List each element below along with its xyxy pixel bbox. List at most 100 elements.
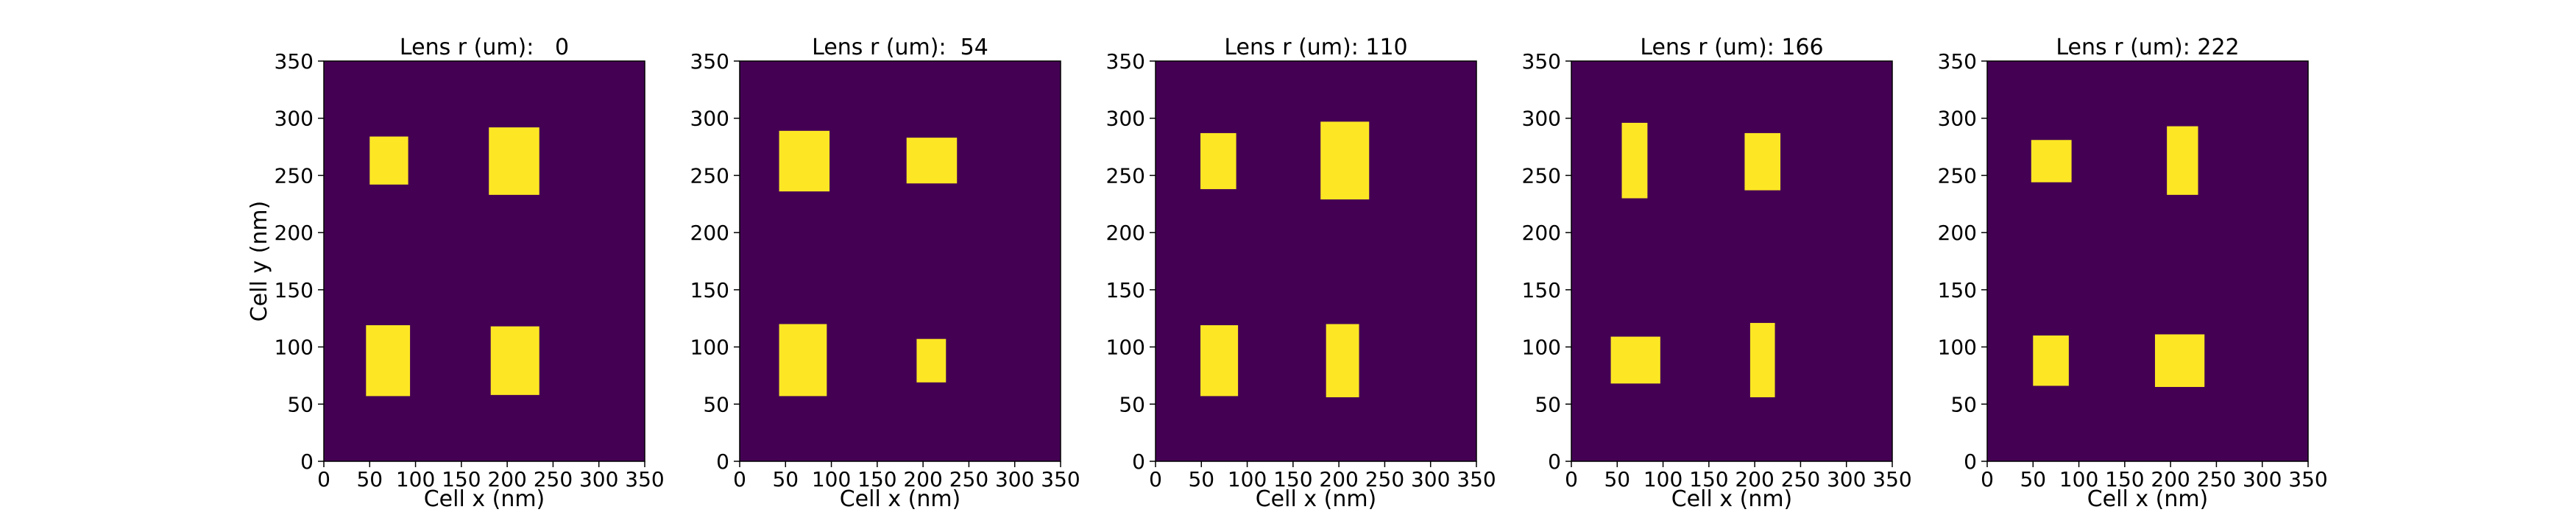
x-tick-label: 50: [356, 467, 383, 491]
feature-rect-2: [489, 127, 539, 195]
heatmap-background: [740, 61, 1061, 461]
y-tick-label: 50: [1119, 392, 1145, 416]
y-tick-label: 300: [1106, 107, 1145, 131]
x-tick-label: 150: [2105, 467, 2144, 491]
feature-rect-4: [916, 338, 946, 383]
y-tick-label: 50: [703, 392, 729, 416]
y-tick-label: 100: [1522, 335, 1561, 360]
x-tick-label: 200: [1319, 467, 1358, 491]
y-tick-label: 0: [300, 450, 314, 474]
x-tick-label: 350: [1041, 467, 1080, 491]
feature-rect-3: [1200, 325, 1239, 397]
x-tick-label: 0: [1565, 467, 1578, 491]
y-tick-label: 300: [690, 107, 729, 131]
feature-rect-3: [1610, 336, 1660, 384]
panel-title: Lens r (um): 110: [1224, 35, 1407, 60]
x-tick-label: 250: [1781, 467, 1820, 491]
x-tick-label: 50: [772, 467, 799, 491]
x-axis-label: Cell x (nm): [840, 486, 961, 512]
feature-rect-2: [906, 138, 958, 184]
feature-rect-1: [1200, 132, 1236, 190]
x-tick-label: 150: [857, 467, 896, 491]
y-tick-label: 50: [1950, 392, 1977, 416]
y-tick-label: 0: [716, 450, 729, 474]
y-tick-label: 250: [690, 163, 729, 188]
feature-rect-4: [2154, 334, 2205, 387]
x-tick-label: 150: [442, 467, 481, 491]
panel-title: Lens r (um): 54: [812, 35, 988, 60]
y-axis-label: Cell y (nm): [247, 201, 272, 322]
panel-title: Lens r (um): 166: [1640, 35, 1823, 60]
x-tick-label: 150: [1273, 467, 1312, 491]
x-tick-label: 0: [1149, 467, 1162, 491]
x-tick-label: 50: [2020, 467, 2046, 491]
y-tick-label: 150: [1106, 278, 1145, 302]
y-tick-label: 350: [275, 49, 314, 74]
y-tick-label: 150: [690, 278, 729, 302]
x-axis-label: Cell x (nm): [424, 486, 545, 512]
feature-rect-3: [366, 325, 411, 397]
panel-1: 0 50 100 150 200 250 300 3500501001502002503003…: [247, 35, 665, 512]
x-tick-label: 100: [396, 467, 435, 491]
axes-frame: [1986, 60, 2309, 462]
feature-rect-2: [2167, 126, 2198, 195]
axes-frame: [323, 60, 645, 462]
y-tick-label: 350: [1938, 49, 1977, 74]
x-tick-label: 300: [2243, 467, 2282, 491]
y-tick-label: 50: [1535, 392, 1561, 416]
x-tick-label: 300: [1827, 467, 1866, 491]
x-tick-label: 100: [2059, 467, 2098, 491]
y-tick-label: 150: [1522, 278, 1561, 302]
y-tick-label: 0: [1548, 450, 1561, 474]
x-axis-label: Cell x (nm): [1256, 486, 1377, 512]
axes-frame: [1155, 60, 1477, 462]
panel-4: 0 50 100 150 200 250 300 3500501001502002503003…: [1522, 35, 1912, 512]
x-tick-label: 300: [995, 467, 1034, 491]
y-tick-label: 150: [275, 278, 314, 302]
y-tick-label: 350: [1106, 49, 1145, 74]
y-tick-label: 250: [1106, 163, 1145, 188]
x-tick-label: 50: [1188, 467, 1214, 491]
panel-3: 0 50 100 150 200 250 300 3500501001502002503003…: [1106, 35, 1496, 512]
feature-rect-1: [1621, 122, 1648, 199]
y-tick-label: 350: [1522, 49, 1561, 74]
panel-5: 0 50 100 150 200 250 300 3500501001502002503003…: [1938, 35, 2328, 512]
x-tick-label: 300: [1411, 467, 1450, 491]
x-tick-label: 250: [2197, 467, 2236, 491]
x-axis-label: Cell x (nm): [2087, 486, 2209, 512]
x-tick-label: 350: [1457, 467, 1496, 491]
heatmap-background: [1987, 61, 2308, 461]
heatmap-background: [324, 61, 645, 461]
x-tick-label: 0: [1981, 467, 1994, 491]
axes-frame: [739, 60, 1061, 462]
y-tick-label: 100: [275, 335, 314, 360]
y-tick-label: 250: [275, 163, 314, 188]
x-tick-label: 200: [903, 467, 942, 491]
feature-rect-4: [490, 326, 539, 395]
feature-rect-1: [779, 130, 830, 192]
y-tick-label: 250: [1938, 163, 1977, 188]
y-tick-label: 0: [1964, 450, 1977, 474]
x-tick-label: 50: [1604, 467, 1630, 491]
y-tick-label: 100: [690, 335, 729, 360]
feature-rect-3: [2033, 335, 2069, 386]
y-tick-label: 300: [1938, 107, 1977, 131]
y-tick-label: 200: [690, 221, 729, 245]
feature-rect-4: [1749, 322, 1775, 397]
y-tick-label: 0: [1132, 450, 1145, 474]
panel-title: Lens r (um): 222: [2056, 35, 2239, 60]
x-tick-label: 350: [2288, 467, 2327, 491]
feature-rect-2: [1320, 121, 1370, 200]
y-tick-label: 150: [1938, 278, 1977, 302]
x-tick-label: 250: [1365, 467, 1404, 491]
x-tick-label: 200: [1735, 467, 1774, 491]
y-tick-label: 350: [690, 49, 729, 74]
feature-rect-1: [2031, 140, 2072, 182]
y-tick-label: 300: [1522, 107, 1561, 131]
x-tick-label: 250: [534, 467, 573, 491]
y-tick-label: 200: [1522, 221, 1561, 245]
feature-rect-2: [1744, 132, 1781, 191]
x-tick-label: 150: [1689, 467, 1728, 491]
y-tick-label: 100: [1938, 335, 1977, 360]
